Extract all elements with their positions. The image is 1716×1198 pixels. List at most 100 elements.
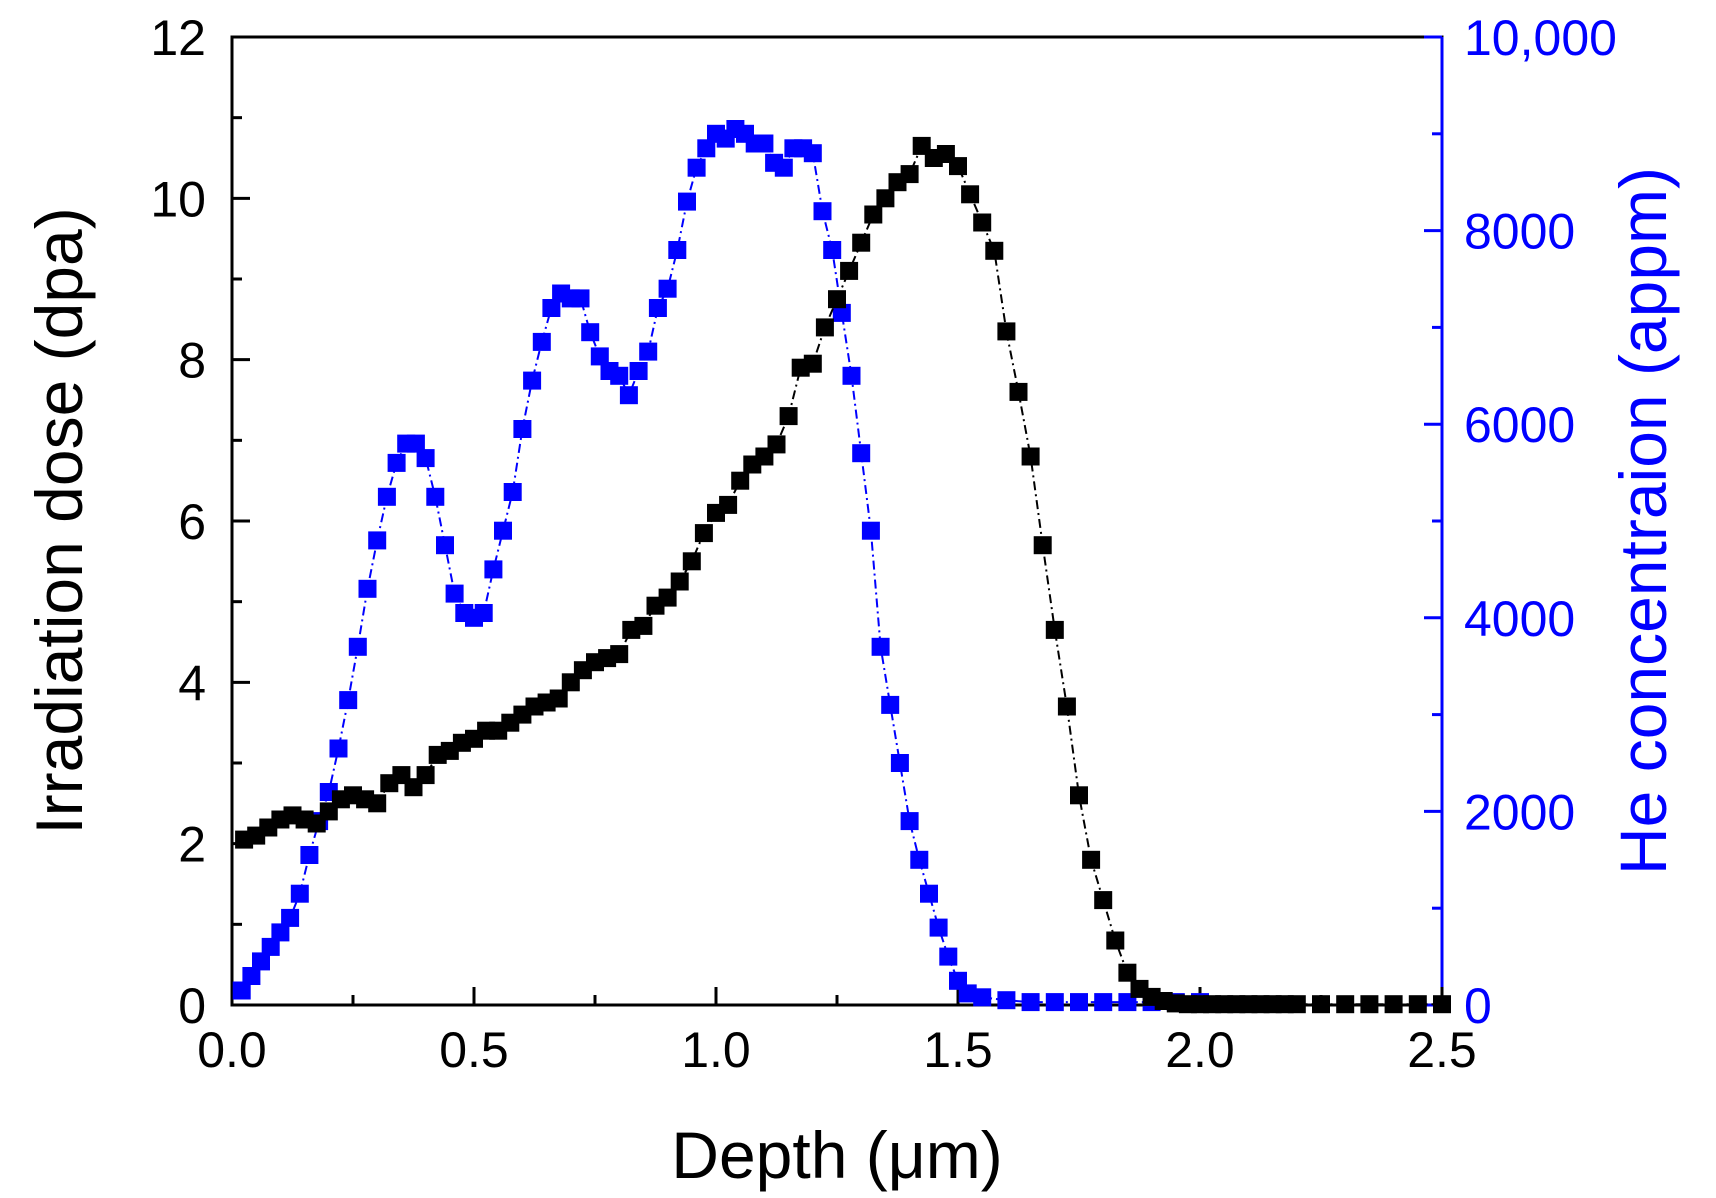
y-tick-label: 12: [150, 10, 206, 66]
data-point: [1070, 786, 1088, 805]
y-tick-label: 4: [178, 655, 206, 711]
data-point: [973, 213, 992, 232]
data-point: [1009, 382, 1028, 401]
data-point: [484, 560, 503, 579]
data-point: [406, 434, 425, 453]
data-point: [503, 483, 522, 501]
data-point: [634, 616, 653, 635]
y-tick-label: 8: [178, 333, 206, 389]
data-point: [610, 645, 629, 664]
data-point: [387, 453, 406, 472]
data-point: [852, 444, 871, 463]
data-point: [426, 487, 445, 506]
y2-tick-label: 4000: [1464, 591, 1575, 647]
data-point: [658, 588, 677, 607]
data-point: [767, 435, 786, 454]
data-point: [571, 289, 590, 308]
data-point: [1336, 995, 1355, 1014]
data-point: [252, 952, 270, 971]
data-point: [774, 158, 793, 177]
data-point: [474, 604, 493, 622]
data-point: [1070, 993, 1088, 1012]
data-point: [779, 407, 798, 426]
data-point: [958, 984, 977, 1003]
data-point: [852, 233, 871, 252]
data-point: [755, 134, 774, 153]
data-point: [1312, 995, 1330, 1014]
data-point: [871, 637, 890, 656]
data-point: [861, 521, 880, 540]
data-point: [542, 299, 561, 317]
data-point: [803, 354, 822, 373]
data-point: [358, 579, 377, 598]
data-point: [281, 908, 300, 927]
series-irradiation-dose: [235, 136, 1451, 1014]
tick-labels: 0.0 0.5 1.0 1.5 2.0 2.50246810120200040006000…: [150, 10, 1617, 1078]
y2-tick-label: 10,000: [1464, 10, 1617, 66]
data-point: [1094, 891, 1113, 910]
data-point: [682, 552, 701, 571]
data-point: [687, 158, 706, 177]
data-point: [639, 342, 658, 361]
data-point: [1384, 995, 1403, 1014]
data-point: [929, 918, 948, 937]
data-point: [368, 794, 387, 813]
data-point: [329, 739, 348, 758]
data-point: [1408, 995, 1427, 1014]
data-point: [348, 637, 367, 656]
data-point: [590, 347, 609, 366]
data-point: [832, 303, 851, 322]
data-point: [668, 241, 687, 259]
data-point: [900, 812, 919, 831]
data-point: [900, 165, 919, 184]
data-point: [1094, 993, 1113, 1012]
data-point: [985, 241, 1004, 260]
data-point: [1082, 850, 1101, 869]
data-point: [523, 371, 542, 390]
plot-frame: [230, 35, 1444, 1007]
data-point: [890, 754, 909, 772]
data-point: [1118, 963, 1137, 982]
data-point: [339, 691, 358, 710]
x-tick-label: 2.5: [1407, 1022, 1477, 1078]
data-point: [619, 386, 638, 405]
data-point: [1033, 536, 1052, 555]
data-point: [864, 205, 883, 224]
y-axis-title: Irradiation dose (dpa): [22, 207, 96, 834]
data-point: [300, 846, 319, 864]
data-point: [881, 695, 900, 714]
data-point: [842, 366, 861, 385]
y-tick-label: 0: [178, 978, 206, 1034]
data-point: [694, 524, 713, 543]
data-point: [840, 261, 859, 280]
data-point: [581, 323, 600, 342]
y-tick-label: 6: [178, 494, 206, 550]
data-point: [532, 332, 551, 351]
data-point: [271, 923, 290, 942]
y2-tick-label: 2000: [1464, 784, 1575, 840]
data-point: [1057, 697, 1076, 716]
data-point: [261, 937, 280, 956]
data-point: [549, 689, 568, 708]
data-point: [910, 850, 929, 869]
y-tick-label: 10: [150, 171, 206, 227]
axis-ticks: [230, 35, 1444, 1007]
x-tick-label: 1.5: [923, 1022, 993, 1078]
x-tick-label: 0.5: [439, 1022, 509, 1078]
data-point: [658, 279, 677, 298]
series-line: [240, 127, 1200, 1004]
data-point: [629, 362, 648, 380]
data-point: [1045, 620, 1064, 639]
x-tick-label: 2.0: [1165, 1022, 1235, 1078]
y2-tick-label: 6000: [1464, 397, 1575, 453]
data-point: [368, 531, 387, 550]
data-point: [494, 521, 512, 540]
data-point: [1433, 995, 1451, 1014]
data-point: [670, 572, 689, 591]
x-axis-title: Depth (μm): [671, 1118, 1002, 1192]
data-point: [828, 290, 846, 309]
data-point: [876, 189, 895, 208]
data-point: [678, 192, 696, 211]
data-point: [290, 884, 309, 903]
